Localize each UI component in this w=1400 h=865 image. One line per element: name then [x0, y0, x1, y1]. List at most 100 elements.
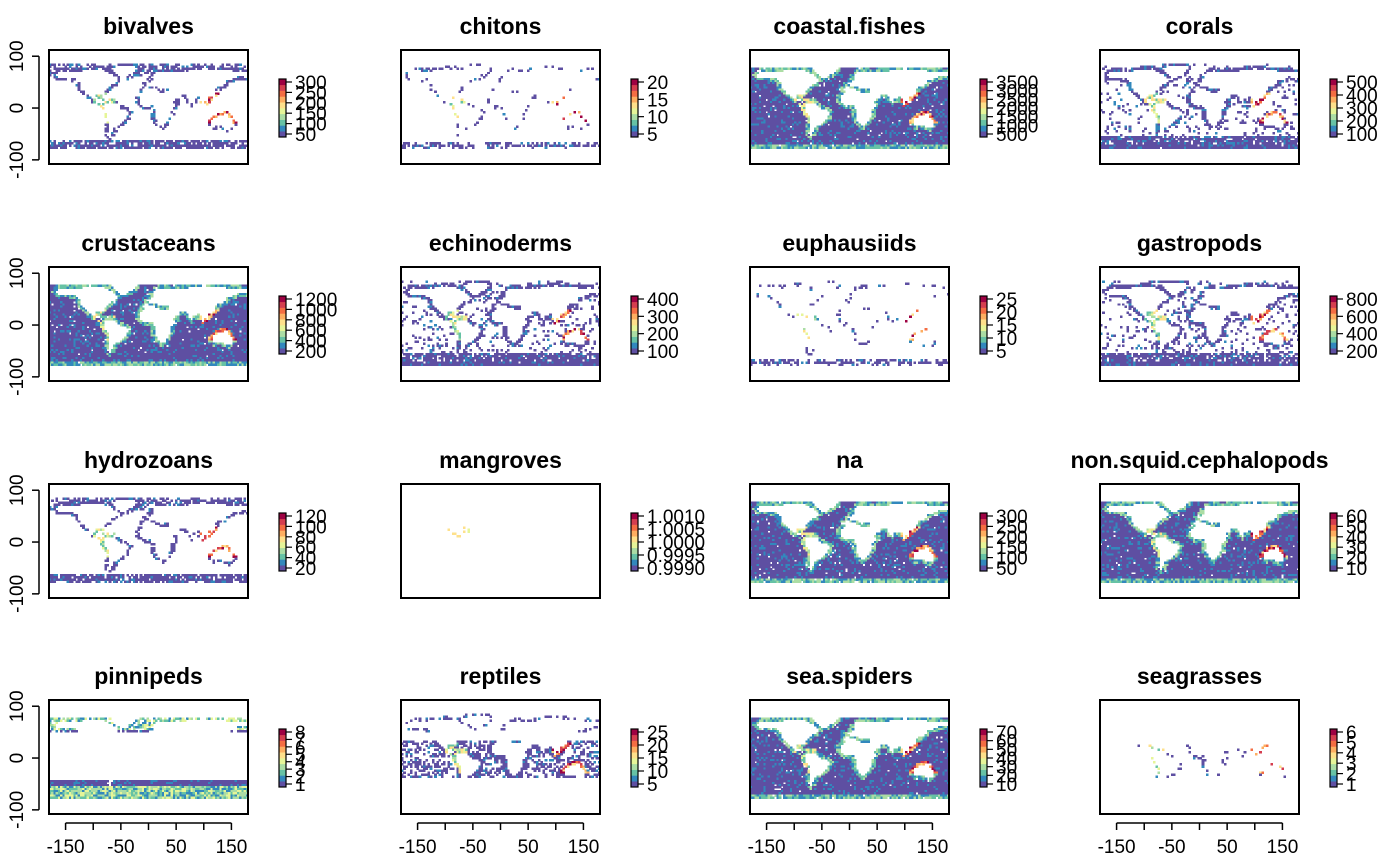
x-axis: -150 -50 50 150 — [748, 822, 949, 858]
panel-title: pinnipeds — [94, 663, 203, 689]
x-tick-label: -150 — [1098, 837, 1136, 858]
legend-tick-label: 100 — [647, 342, 679, 363]
raster-cells — [401, 713, 601, 779]
legend-tick-label: 0.9990 — [647, 559, 705, 580]
x-axis: -150 -50 50 150 — [47, 822, 248, 858]
x-tick-label: -150 — [47, 837, 85, 858]
panel-title: gastropods — [1137, 230, 1262, 256]
legend-tick-label: 5 — [647, 775, 658, 796]
raster-cells — [1100, 280, 1300, 366]
legend-tick-label: 50 — [295, 125, 316, 146]
x-axis: -150 -50 50 150 — [399, 822, 600, 858]
panel-title: euphausiids — [782, 230, 916, 256]
panel-title: hydrozoans — [84, 447, 213, 473]
raster-cells — [401, 63, 601, 149]
y-tick-label: 100 — [7, 690, 28, 722]
y-tick-label: 0 — [7, 753, 28, 764]
legend-tick-label: 20 — [295, 559, 316, 580]
y-axis: 100 0 -100 — [7, 257, 40, 396]
y-tick-label: -100 — [7, 791, 28, 829]
y-tick-label: 100 — [7, 40, 28, 72]
legend-tick-label: 100 — [1346, 125, 1378, 146]
raster-cells — [447, 526, 470, 538]
panel-title: sea.spiders — [786, 663, 913, 689]
panel-title: mangroves — [439, 447, 562, 473]
y-tick-label: 0 — [7, 103, 28, 114]
x-tick-label: -150 — [748, 837, 786, 858]
raster-cells — [750, 67, 950, 149]
legend-tick-label: 200 — [1346, 342, 1378, 363]
panel-title: na — [836, 447, 863, 473]
legend-tick-label: 1 — [295, 775, 306, 796]
y-axis: 100 0 -100 — [7, 690, 40, 829]
x-tick-label: 50 — [166, 837, 187, 858]
y-tick-label: 0 — [7, 320, 28, 331]
y-tick-label: 100 — [7, 474, 28, 506]
panel-title: bivalves — [103, 13, 194, 39]
legend-tick-label: 500 — [996, 125, 1028, 146]
legend-tick-label: 1 — [1346, 775, 1357, 796]
raster-cells — [750, 717, 950, 799]
raster-cells — [49, 63, 249, 149]
x-tick-label: 50 — [867, 837, 888, 858]
y-axis: 100 0 -100 — [7, 40, 40, 179]
legend-tick-label: 50 — [996, 559, 1017, 580]
x-tick-label: 150 — [917, 837, 949, 858]
x-tick-label: 150 — [568, 837, 600, 858]
legend-tick-label: 200 — [295, 342, 327, 363]
panel-coastal-fishes: coastal.fishes 35003000250020001500100050… — [749, 13, 1038, 165]
raster-cells — [49, 717, 249, 799]
raster-cells — [401, 280, 601, 366]
panel-title: reptiles — [460, 663, 542, 689]
y-axis: 100 0 -100 — [7, 474, 40, 613]
raster-cells — [1100, 63, 1300, 149]
x-axis: -150 -50 50 150 — [1098, 822, 1299, 858]
y-tick-label: 0 — [7, 537, 28, 548]
raster-cells — [1137, 744, 1287, 779]
x-tick-label: -150 — [399, 837, 437, 858]
x-tick-label: -50 — [459, 837, 486, 858]
y-tick-label: -100 — [7, 575, 28, 613]
raster-cells — [49, 497, 249, 583]
panel-title: chitons — [460, 13, 542, 39]
x-tick-label: 150 — [216, 837, 248, 858]
raster-cells — [750, 280, 950, 366]
x-tick-label: 50 — [518, 837, 539, 858]
x-tick-label: -50 — [1158, 837, 1185, 858]
panel-title: non.squid.cephalopods — [1070, 447, 1328, 473]
x-tick-label: 150 — [1267, 837, 1299, 858]
legend-tick-label: 10 — [1346, 559, 1367, 580]
panel-title: crustaceans — [81, 230, 215, 256]
legend-tick-label: 10 — [996, 775, 1017, 796]
y-tick-label: 100 — [7, 257, 28, 289]
legend-tick-label: 5 — [996, 342, 1007, 363]
panel-title: coastal.fishes — [773, 13, 925, 39]
